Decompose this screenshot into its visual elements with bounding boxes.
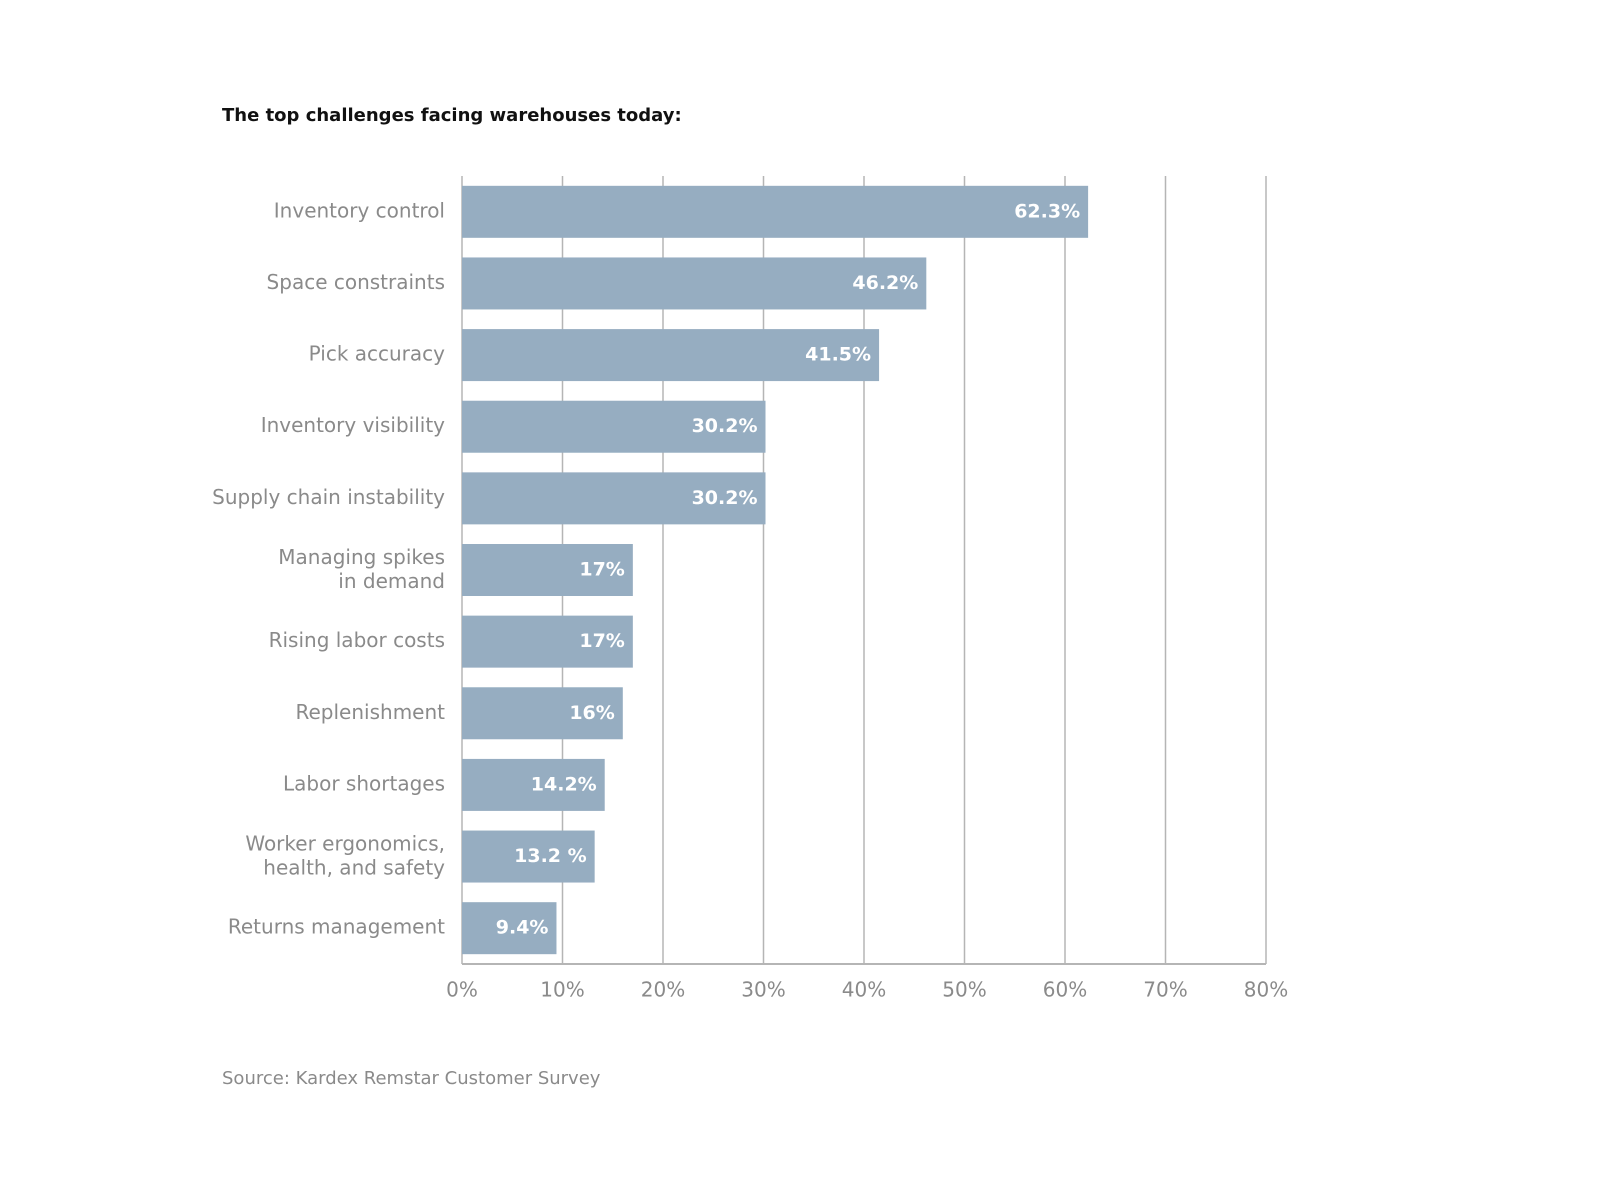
x-tick-label: 80% [1244,978,1288,1002]
x-tick-label: 60% [1043,978,1087,1002]
value-label: 41.5% [805,344,871,366]
category-label: Space constraints [267,270,445,294]
category-label: Worker ergonomics, health, and safety [245,831,445,879]
value-label: 30.2% [692,487,758,509]
value-label: 13.2 % [514,845,587,867]
x-tick-label: 0% [446,978,478,1002]
category-label: Returns management [228,915,445,939]
x-tick-label: 20% [641,978,685,1002]
bar [462,472,766,525]
bar [462,400,766,453]
value-label: 9.4% [496,917,549,939]
value-label: 17% [579,559,624,581]
category-label: Pick accuracy [309,342,446,366]
bar [462,615,633,668]
x-tick-label: 30% [741,978,785,1002]
category-label: Supply chain instability [212,485,445,509]
x-tick-label: 70% [1143,978,1187,1002]
category-label: Replenishment [296,700,446,724]
value-label: 62.3% [1014,200,1080,222]
bar [462,257,927,310]
x-tick-label: 10% [540,978,584,1002]
source-note: Source: Kardex Remstar Customer Survey [222,1068,601,1089]
category-label: Inventory visibility [261,413,445,437]
category-label: Inventory control [274,198,445,222]
bar [462,830,595,883]
value-label: 30.2% [692,415,758,437]
value-label: 14.2% [531,773,597,795]
bar [462,544,633,596]
chart-title: The top challenges facing warehouses tod… [222,105,682,126]
x-tick-label: 50% [942,978,986,1002]
category-label: Managing spikes in demand [278,545,445,593]
bar [462,758,605,811]
value-label: 17% [579,630,624,652]
value-label: 16% [569,702,614,724]
category-label: Labor shortages [283,771,445,795]
x-tick-label: 40% [842,978,886,1002]
value-label: 46.2% [852,272,918,294]
bar [462,329,880,382]
bar [462,185,1089,238]
category-label: Rising labor costs [269,628,445,652]
bar [462,687,623,740]
bar [462,902,557,955]
